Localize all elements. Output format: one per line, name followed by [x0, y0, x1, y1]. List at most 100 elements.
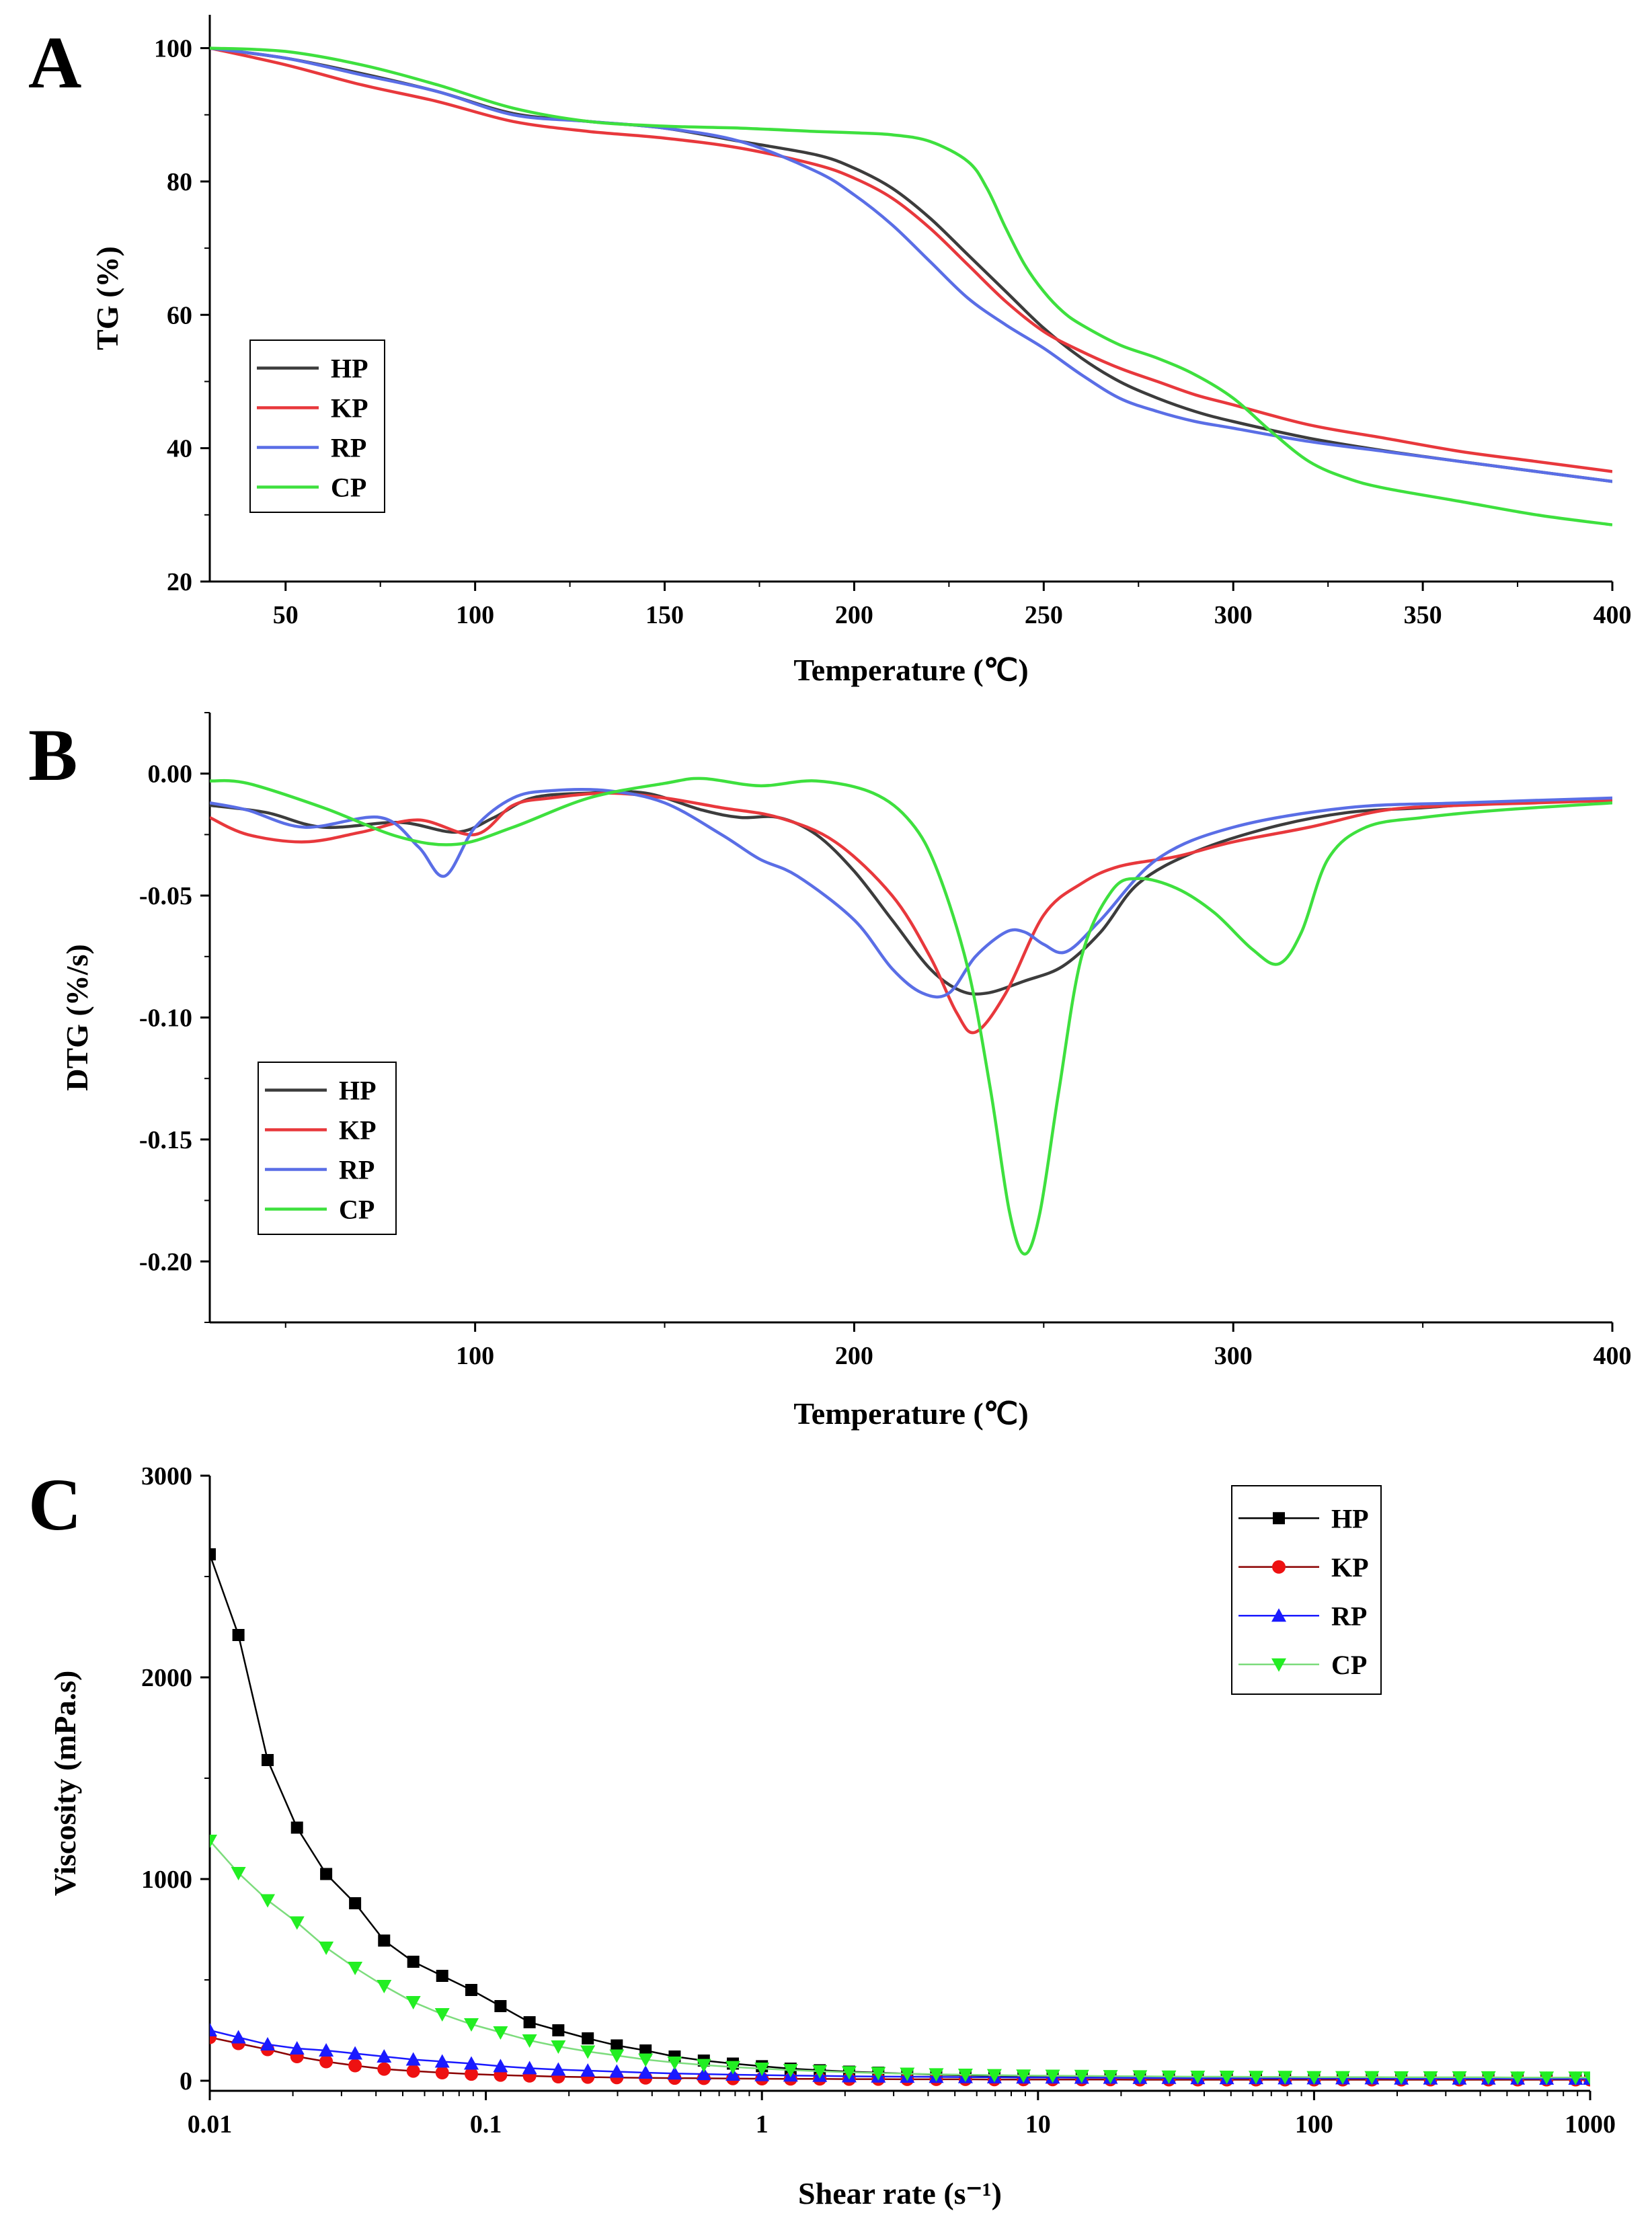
data-point: [435, 2066, 449, 2079]
y-tick-label: 20: [167, 568, 192, 596]
series-line-hp: [210, 46, 1612, 483]
data-point: [725, 2061, 741, 2075]
data-point: [464, 2056, 479, 2070]
legend-marker-rp: [1271, 1608, 1286, 1622]
legend-label-hp: HP: [331, 354, 368, 384]
x-tick-label: 0.01: [188, 2110, 233, 2139]
legend-label-rp: RP: [339, 1155, 375, 1185]
data-point: [696, 2067, 711, 2081]
data-point: [1219, 2071, 1234, 2084]
x-tick-label: 0.1: [470, 2110, 502, 2139]
x-tick-label: 250: [1025, 601, 1063, 629]
data-point: [319, 2055, 333, 2069]
x-tick-label: 100: [456, 1342, 494, 1370]
legend-label-cp: CP: [339, 1195, 375, 1225]
y-tick-label: -0.20: [139, 1248, 192, 1276]
data-point: [1249, 2071, 1264, 2085]
series-cp: [210, 46, 1612, 526]
data-point: [667, 2066, 682, 2080]
data-point: [523, 2016, 536, 2028]
data-point: [210, 2023, 217, 2036]
data-point: [407, 1956, 420, 1968]
series-cp: [210, 1835, 1590, 2085]
data-point: [552, 2024, 565, 2036]
data-point: [493, 2026, 508, 2040]
data-point: [319, 2043, 334, 2057]
data-point: [260, 2037, 276, 2050]
data-point: [1074, 2069, 1089, 2083]
data-point: [348, 2059, 362, 2073]
legend-label-cp: CP: [331, 473, 366, 503]
data-point: [1423, 2071, 1438, 2085]
y-tick-label: 3000: [141, 1462, 192, 1490]
data-point: [1306, 2071, 1322, 2085]
y-tick-label: -0.05: [139, 882, 192, 910]
data-point: [406, 2064, 420, 2078]
y-tick-label: 2000: [141, 1664, 192, 1692]
legend-label-cp: CP: [1331, 1650, 1367, 1680]
series-kp: [210, 46, 1612, 473]
y-tick-label: 40: [167, 435, 192, 463]
series-line-kp: [210, 46, 1612, 473]
chart-a: A 50 100 150 200 250 300 350 400 20 40 60 80 100 Tempe…: [28, 15, 1632, 687]
legend-box: [1231, 1485, 1382, 1695]
x-axis-label: Shear rate (s⁻¹): [798, 2176, 1002, 2210]
x-tick-label: 400: [1594, 601, 1632, 629]
data-point: [609, 2049, 625, 2063]
data-point: [582, 2032, 594, 2044]
legend-label-rp: RP: [1331, 1601, 1367, 1631]
data-point: [434, 2008, 450, 2022]
series-rp: [210, 46, 1612, 483]
x-tick-label: 1000: [1565, 2110, 1616, 2139]
series-line-rp: [210, 46, 1612, 483]
data-point: [493, 2059, 508, 2073]
data-point: [348, 1962, 363, 1975]
data-point: [262, 1754, 274, 1766]
data-point: [1364, 2071, 1380, 2085]
legend-label-hp: HP: [339, 1076, 377, 1106]
data-point: [783, 2064, 798, 2078]
panel-label: C: [28, 1464, 81, 1546]
data-point: [1045, 2069, 1060, 2083]
data-point: [638, 2053, 654, 2067]
data-point: [1583, 2071, 1590, 2085]
legend-label-hp: HP: [1331, 1503, 1369, 1533]
data-point: [986, 2069, 1002, 2083]
data-point: [210, 1835, 217, 1848]
y-axis-label: DTG (%/s): [60, 944, 94, 1091]
x-axis-label: Temperature (℃): [793, 1396, 1028, 1431]
legend: HP KP RP CP: [249, 340, 385, 513]
chart-b: B 100 200 300 400 0.00 -0.05 -0.10 -0.15 -0.20 Tem…: [28, 712, 1632, 1431]
y-tick-label: 0.00: [148, 760, 193, 789]
legend-marker-cp: [1271, 1658, 1286, 1672]
y-tick-label: 0: [180, 2067, 192, 2096]
panel-label: A: [28, 22, 81, 104]
y-tick-label: -0.10: [139, 1004, 192, 1033]
series-line-hp: [210, 790, 1612, 996]
x-tick-label: 10: [1025, 2110, 1051, 2139]
legend: HP KP RP CP: [1231, 1485, 1382, 1695]
y-axis-label: TG (%): [90, 246, 124, 350]
data-point: [348, 2046, 363, 2060]
data-point: [494, 2000, 507, 2012]
series-rp: [210, 788, 1612, 999]
data-point: [378, 1934, 391, 1947]
legend-label-rp: RP: [331, 433, 366, 463]
x-tick-label: 100: [1295, 2110, 1333, 2139]
series-line-cp: [210, 46, 1612, 526]
data-point: [231, 2030, 246, 2044]
legend-marker-kp: [1272, 1560, 1286, 1574]
x-tick-label: 100: [456, 601, 494, 629]
x-tick-label: 300: [1214, 601, 1253, 629]
data-point: [377, 2062, 391, 2076]
data-point: [1335, 2071, 1351, 2085]
data-point: [871, 2067, 886, 2081]
data-point: [436, 1970, 448, 1982]
data-point: [405, 2052, 421, 2066]
data-point: [232, 1629, 245, 1641]
x-tick-label: 1: [756, 2110, 769, 2139]
x-tick-label: 150: [645, 601, 684, 629]
data-point: [696, 2059, 711, 2073]
y-axis-label: Viscosity (mPa.s): [48, 1671, 82, 1897]
data-point: [551, 2062, 566, 2076]
